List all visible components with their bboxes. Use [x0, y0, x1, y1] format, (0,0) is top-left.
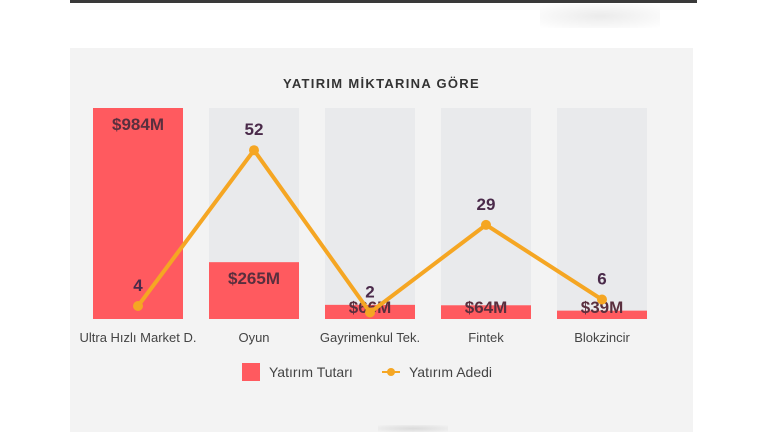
- bar-track: [325, 108, 415, 319]
- data-point: [481, 219, 491, 230]
- legend-label-amount: Yatırım Tutarı: [269, 364, 353, 380]
- point-label: 6: [597, 270, 606, 289]
- bar-label: $39M: [581, 298, 624, 317]
- top-shadow: [540, 4, 660, 28]
- legend: Yatırım Tutarı Yatırım Adedi: [0, 363, 768, 383]
- bar-track: [441, 108, 531, 319]
- bar: [441, 305, 531, 319]
- data-point: [597, 294, 607, 305]
- data-point: [365, 307, 375, 318]
- bar-label: $64M: [465, 298, 508, 317]
- category-label: Oyun: [238, 330, 269, 345]
- category-label: Gayrimenkul Tek.: [320, 330, 420, 345]
- bar-track: [557, 108, 647, 319]
- legend-label-count: Yatırım Adedi: [409, 364, 493, 380]
- bar-label: $984M: [112, 115, 164, 134]
- bar-label: $265M: [228, 269, 280, 288]
- top-bar: [70, 0, 697, 3]
- category-label: Ultra Hızlı Market D.: [79, 330, 196, 345]
- bar: [557, 310, 647, 319]
- bar: [209, 262, 299, 319]
- point-label: 4: [133, 276, 143, 295]
- bottom-mark: [378, 425, 448, 432]
- point-label: 2: [365, 283, 374, 302]
- category-label: Blokzincir: [574, 330, 630, 345]
- point-label: 52: [245, 120, 264, 139]
- data-point: [249, 145, 259, 156]
- data-point: [133, 301, 143, 312]
- legend-swatch-amount: [242, 363, 260, 381]
- category-label: Fintek: [468, 330, 504, 345]
- legend-item-count[interactable]: Yatırım Adedi: [382, 363, 492, 381]
- legend-item-amount[interactable]: Yatırım Tutarı: [242, 363, 353, 381]
- bar: [93, 108, 183, 319]
- legend-swatch-count: [382, 363, 400, 381]
- point-label: 29: [477, 195, 496, 214]
- chart-title: YATIRIM MİKTARINA GÖRE: [283, 76, 480, 91]
